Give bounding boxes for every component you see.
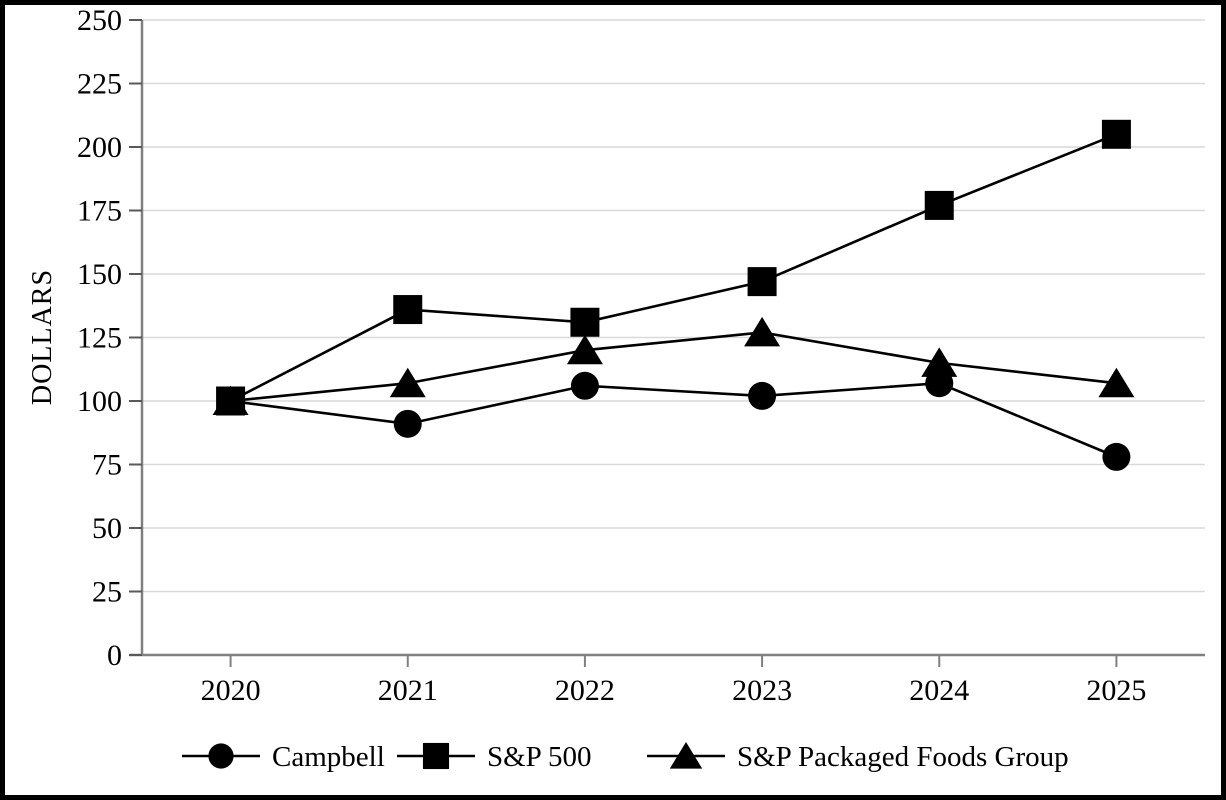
data-marker-square	[570, 307, 600, 337]
data-marker-triangle	[744, 316, 781, 347]
data-marker-square	[747, 267, 777, 297]
series-line	[230, 381, 1117, 459]
x-tick-label: 2021	[378, 674, 438, 707]
x-tick-label: 2023	[732, 674, 792, 707]
data-marker-circle	[925, 369, 954, 398]
x-axis-tick-labels: 2020 2021 2022 2023 2024 2025	[201, 674, 1147, 707]
series-s-p-500	[216, 119, 1131, 416]
x-tick-label: 2022	[555, 674, 615, 707]
legend-label: S&P 500	[487, 741, 592, 773]
y-tick-label: 250	[77, 5, 122, 37]
data-marker-square	[216, 386, 246, 416]
data-marker-square	[393, 295, 423, 325]
series-line	[229, 133, 1117, 403]
chart-svg: 0 25 50 75 100 125 150 175 200 225 250 2020 2021 2022…	[77, 5, 1205, 773]
legend-item-campbell: Campbell	[182, 741, 385, 773]
x-tick-label: 2024	[909, 674, 969, 707]
y-axis-ticks	[129, 19, 142, 656]
legend-circle-icon	[208, 743, 234, 769]
data-marker-circle	[748, 381, 777, 410]
y-tick-label: 50	[92, 512, 122, 545]
legend-label: Campbell	[272, 741, 385, 773]
y-tick-label: 150	[77, 258, 122, 291]
data-marker-square	[924, 190, 954, 220]
legend: Campbell S&P 500 S&P Packaged Foods Group	[182, 741, 1069, 773]
series-campbell	[216, 369, 1131, 471]
y-tick-label: 125	[77, 322, 122, 355]
data-marker-triangle	[1098, 367, 1135, 398]
data-marker-circle	[570, 371, 599, 400]
data-marker-circle	[1102, 442, 1131, 471]
data-marker-triangle	[921, 347, 958, 377]
gridlines	[142, 19, 1205, 593]
legend-square-icon	[422, 742, 450, 770]
y-tick-label: 75	[92, 449, 122, 482]
legend-label: S&P Packaged Foods Group	[737, 741, 1069, 773]
y-tick-label: 225	[77, 68, 122, 101]
y-axis-title: DOLLARS	[27, 268, 58, 406]
x-tick-label: 2025	[1086, 674, 1146, 707]
y-tick-label: 200	[77, 131, 122, 164]
performance-line-chart: DOLLARS 0 25 50 75 100 125 150 175 200 225 250 2020…	[5, 5, 1221, 795]
legend-item-s-p-packaged-foods-group: S&P Packaged Foods Group	[647, 741, 1069, 773]
y-tick-label: 0	[107, 639, 122, 672]
y-tick-label: 175	[77, 195, 122, 228]
x-axis-ticks	[229, 655, 1118, 667]
x-tick-label: 2020	[201, 674, 261, 707]
y-tick-label: 25	[92, 576, 122, 609]
series-line	[230, 331, 1117, 403]
data-marker-triangle	[389, 367, 426, 398]
legend-triangle-icon	[669, 742, 703, 769]
data-marker-triangle	[566, 334, 603, 365]
legend-item-s-p-500: S&P 500	[397, 741, 592, 773]
data-marker-circle	[393, 409, 422, 438]
y-axis-tick-labels: 0 25 50 75 100 125 150 175 200 225 250	[77, 5, 122, 672]
data-marker-square	[1101, 119, 1131, 149]
y-tick-label: 100	[77, 385, 122, 418]
